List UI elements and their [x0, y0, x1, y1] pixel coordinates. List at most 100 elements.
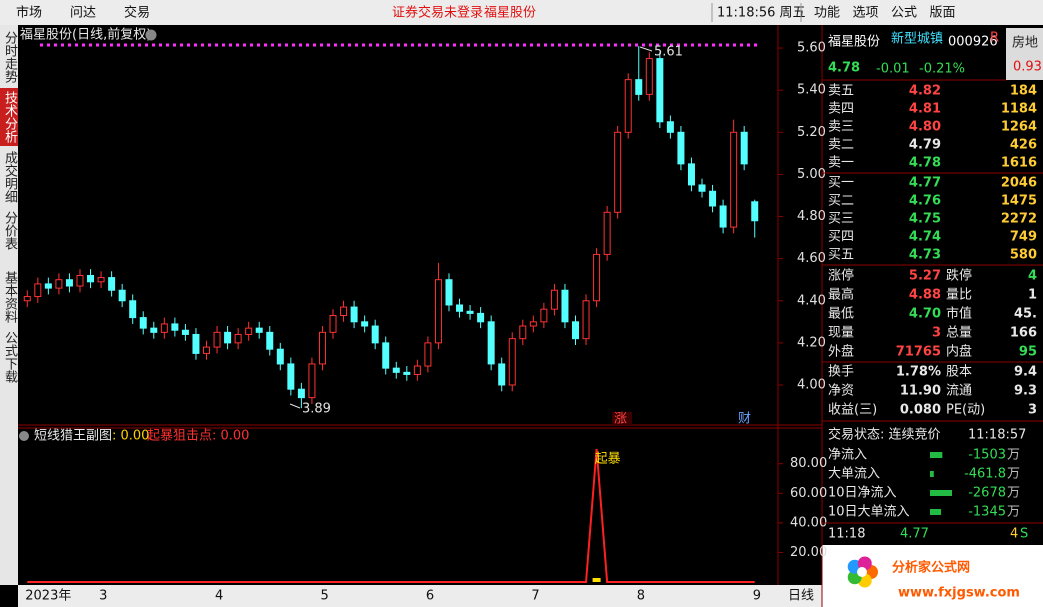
stat-label: 最低 [828, 307, 854, 322]
candle-body [519, 325, 527, 340]
candle-body [550, 289, 558, 310]
stat-label: 换手 [828, 365, 854, 380]
y-tick-label: 80.00 [790, 456, 827, 471]
book-label: 卖二 [828, 138, 854, 153]
flow-bar [930, 509, 942, 515]
signal-bar [592, 578, 601, 582]
candle-body [645, 58, 653, 95]
book-price: 4.82 [909, 84, 941, 99]
book-label: 卖四 [828, 102, 854, 117]
stat-label: 总量 [946, 326, 972, 341]
flow-label: 10日大单流入 [828, 505, 910, 520]
side-tab[interactable]: 技术分析 [0, 88, 18, 146]
candle-body [150, 327, 158, 333]
book-volume: 580 [1010, 248, 1037, 263]
stat-value: 4.70 [909, 307, 941, 322]
stat-value: 71765 [896, 345, 941, 360]
menu-item[interactable]: 问达 [70, 6, 96, 21]
book-volume: 749 [1010, 230, 1037, 245]
candle-body [403, 371, 411, 375]
price-pct: -0.21% [919, 62, 965, 77]
stat-label: 净资 [828, 384, 854, 399]
book-label: 买一 [828, 176, 854, 191]
logo-petal [857, 556, 872, 571]
side-tab[interactable]: 基本资料 [2, 271, 17, 323]
book-volume: 1184 [1001, 102, 1037, 117]
flow-value: -2678 [968, 486, 1006, 501]
tool-menu[interactable]: 选项 [853, 6, 879, 21]
candle-body [297, 388, 305, 399]
y-tick-label: 40.00 [790, 515, 827, 530]
candle-body [350, 306, 358, 323]
candle-body [413, 365, 421, 375]
tool-menu[interactable]: 公式 [891, 6, 917, 21]
stat-value: 1.78% [896, 365, 941, 380]
book-label: 卖三 [828, 120, 854, 135]
book-volume: 1264 [1001, 120, 1037, 135]
candle-body [329, 314, 337, 333]
candle-body [65, 279, 73, 287]
candle-body [603, 211, 611, 255]
candle-body [540, 308, 548, 323]
candle-body [87, 274, 95, 283]
y-tick-label: 5.20 [797, 125, 826, 140]
divider [289, 403, 301, 409]
book-volume: 426 [1010, 138, 1037, 153]
high-label: 5.61 [654, 45, 683, 60]
candle-body [276, 348, 284, 365]
signal-label: 起暴 [595, 451, 621, 466]
sub-menu[interactable] [19, 431, 29, 441]
book-label: 买二 [828, 194, 854, 209]
title-menu[interactable] [145, 29, 157, 41]
candle-body [572, 321, 579, 340]
tool-menu[interactable]: 版面 [930, 6, 956, 21]
menu-item[interactable]: 交易 [124, 5, 150, 21]
x-tick-label: 4 [215, 589, 223, 604]
candle-body [593, 253, 601, 302]
candle-body [434, 279, 442, 344]
y-tick-label: 4.80 [797, 209, 826, 224]
candle-body [203, 346, 210, 354]
candle-body [55, 279, 63, 289]
book-price: 4.76 [909, 194, 941, 209]
candle-body [529, 321, 537, 327]
candle-body [97, 277, 105, 283]
candle-body [456, 304, 464, 312]
candle-body [751, 201, 759, 222]
book-volume: 1616 [1001, 156, 1037, 171]
sub-title: 短线猎王副图 [34, 429, 112, 444]
sidebar: 分时走势技术分析成交明细分价表基本资料公式下载 [0, 25, 18, 585]
side-tab[interactable]: 成交明细 [2, 151, 17, 203]
stat-label: 最高 [828, 287, 854, 303]
stat-value: 1 [1028, 288, 1037, 303]
candle-body [266, 331, 274, 350]
flow-value: -1503 [968, 448, 1006, 463]
flow-unit: 万 [1007, 486, 1020, 501]
candle-body [245, 327, 253, 335]
flow-unit: 万 [1007, 505, 1020, 520]
flow-bar [930, 452, 943, 458]
candle-body [614, 131, 622, 213]
y-tick-label: 60.00 [790, 486, 827, 501]
divider [639, 46, 653, 52]
side-tab[interactable]: 公式下载 [2, 331, 17, 383]
stat-label: 股本 [946, 365, 972, 380]
candle-body [656, 58, 664, 123]
tool-menu[interactable]: 功能 [814, 6, 840, 21]
candle-body [371, 325, 379, 344]
stock-sector: 新型城镇 [891, 31, 943, 47]
book-price: 4.74 [909, 230, 941, 245]
y-tick-label: 20.00 [790, 545, 827, 560]
menu-item[interactable]: 市场 [16, 5, 42, 21]
stat-value: 9.4 [1014, 365, 1037, 380]
candle-body [730, 131, 738, 228]
side-tab[interactable]: 分时走势 [2, 31, 17, 83]
side-tab[interactable]: 分价表 [2, 211, 17, 250]
book-label: 买三 [828, 212, 854, 227]
candle-body [118, 289, 126, 302]
event-tag [612, 412, 632, 425]
candle-body [139, 317, 147, 329]
logo-url: www.fxjgsw.com [898, 586, 1020, 601]
stat-value: 5.27 [909, 269, 941, 284]
